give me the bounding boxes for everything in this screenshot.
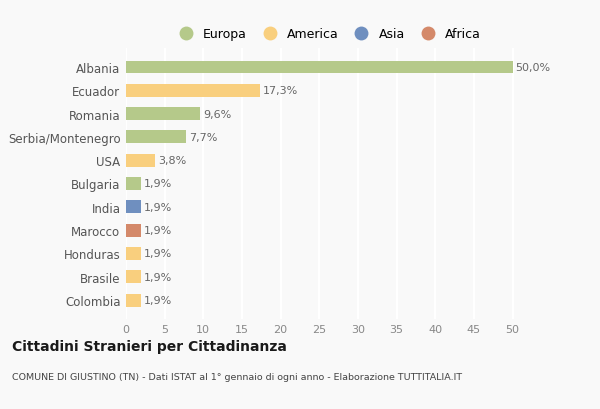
Text: COMUNE DI GIUSTINO (TN) - Dati ISTAT al 1° gennaio di ogni anno - Elaborazione T: COMUNE DI GIUSTINO (TN) - Dati ISTAT al … [12, 372, 462, 381]
Bar [126, 85, 260, 97]
Legend: Europa, America, Asia, Africa: Europa, America, Asia, Africa [168, 23, 486, 46]
Bar [126, 271, 140, 283]
Bar [126, 154, 155, 167]
Bar [126, 294, 140, 307]
Text: 1,9%: 1,9% [144, 249, 172, 259]
Bar [126, 247, 140, 260]
Text: 50,0%: 50,0% [515, 63, 551, 73]
Text: 9,6%: 9,6% [203, 109, 232, 119]
Bar [126, 61, 512, 74]
Text: 1,9%: 1,9% [144, 226, 172, 236]
Text: 1,9%: 1,9% [144, 272, 172, 282]
Text: 1,9%: 1,9% [144, 295, 172, 306]
Text: 1,9%: 1,9% [144, 179, 172, 189]
Text: 1,9%: 1,9% [144, 202, 172, 212]
Text: 3,8%: 3,8% [158, 156, 187, 166]
Bar [126, 224, 140, 237]
Bar [126, 201, 140, 214]
Bar [126, 178, 140, 191]
Bar [126, 131, 185, 144]
Text: 7,7%: 7,7% [188, 133, 217, 142]
Text: Cittadini Stranieri per Cittadinanza: Cittadini Stranieri per Cittadinanza [12, 339, 287, 353]
Text: 17,3%: 17,3% [263, 86, 298, 96]
Bar [126, 108, 200, 121]
